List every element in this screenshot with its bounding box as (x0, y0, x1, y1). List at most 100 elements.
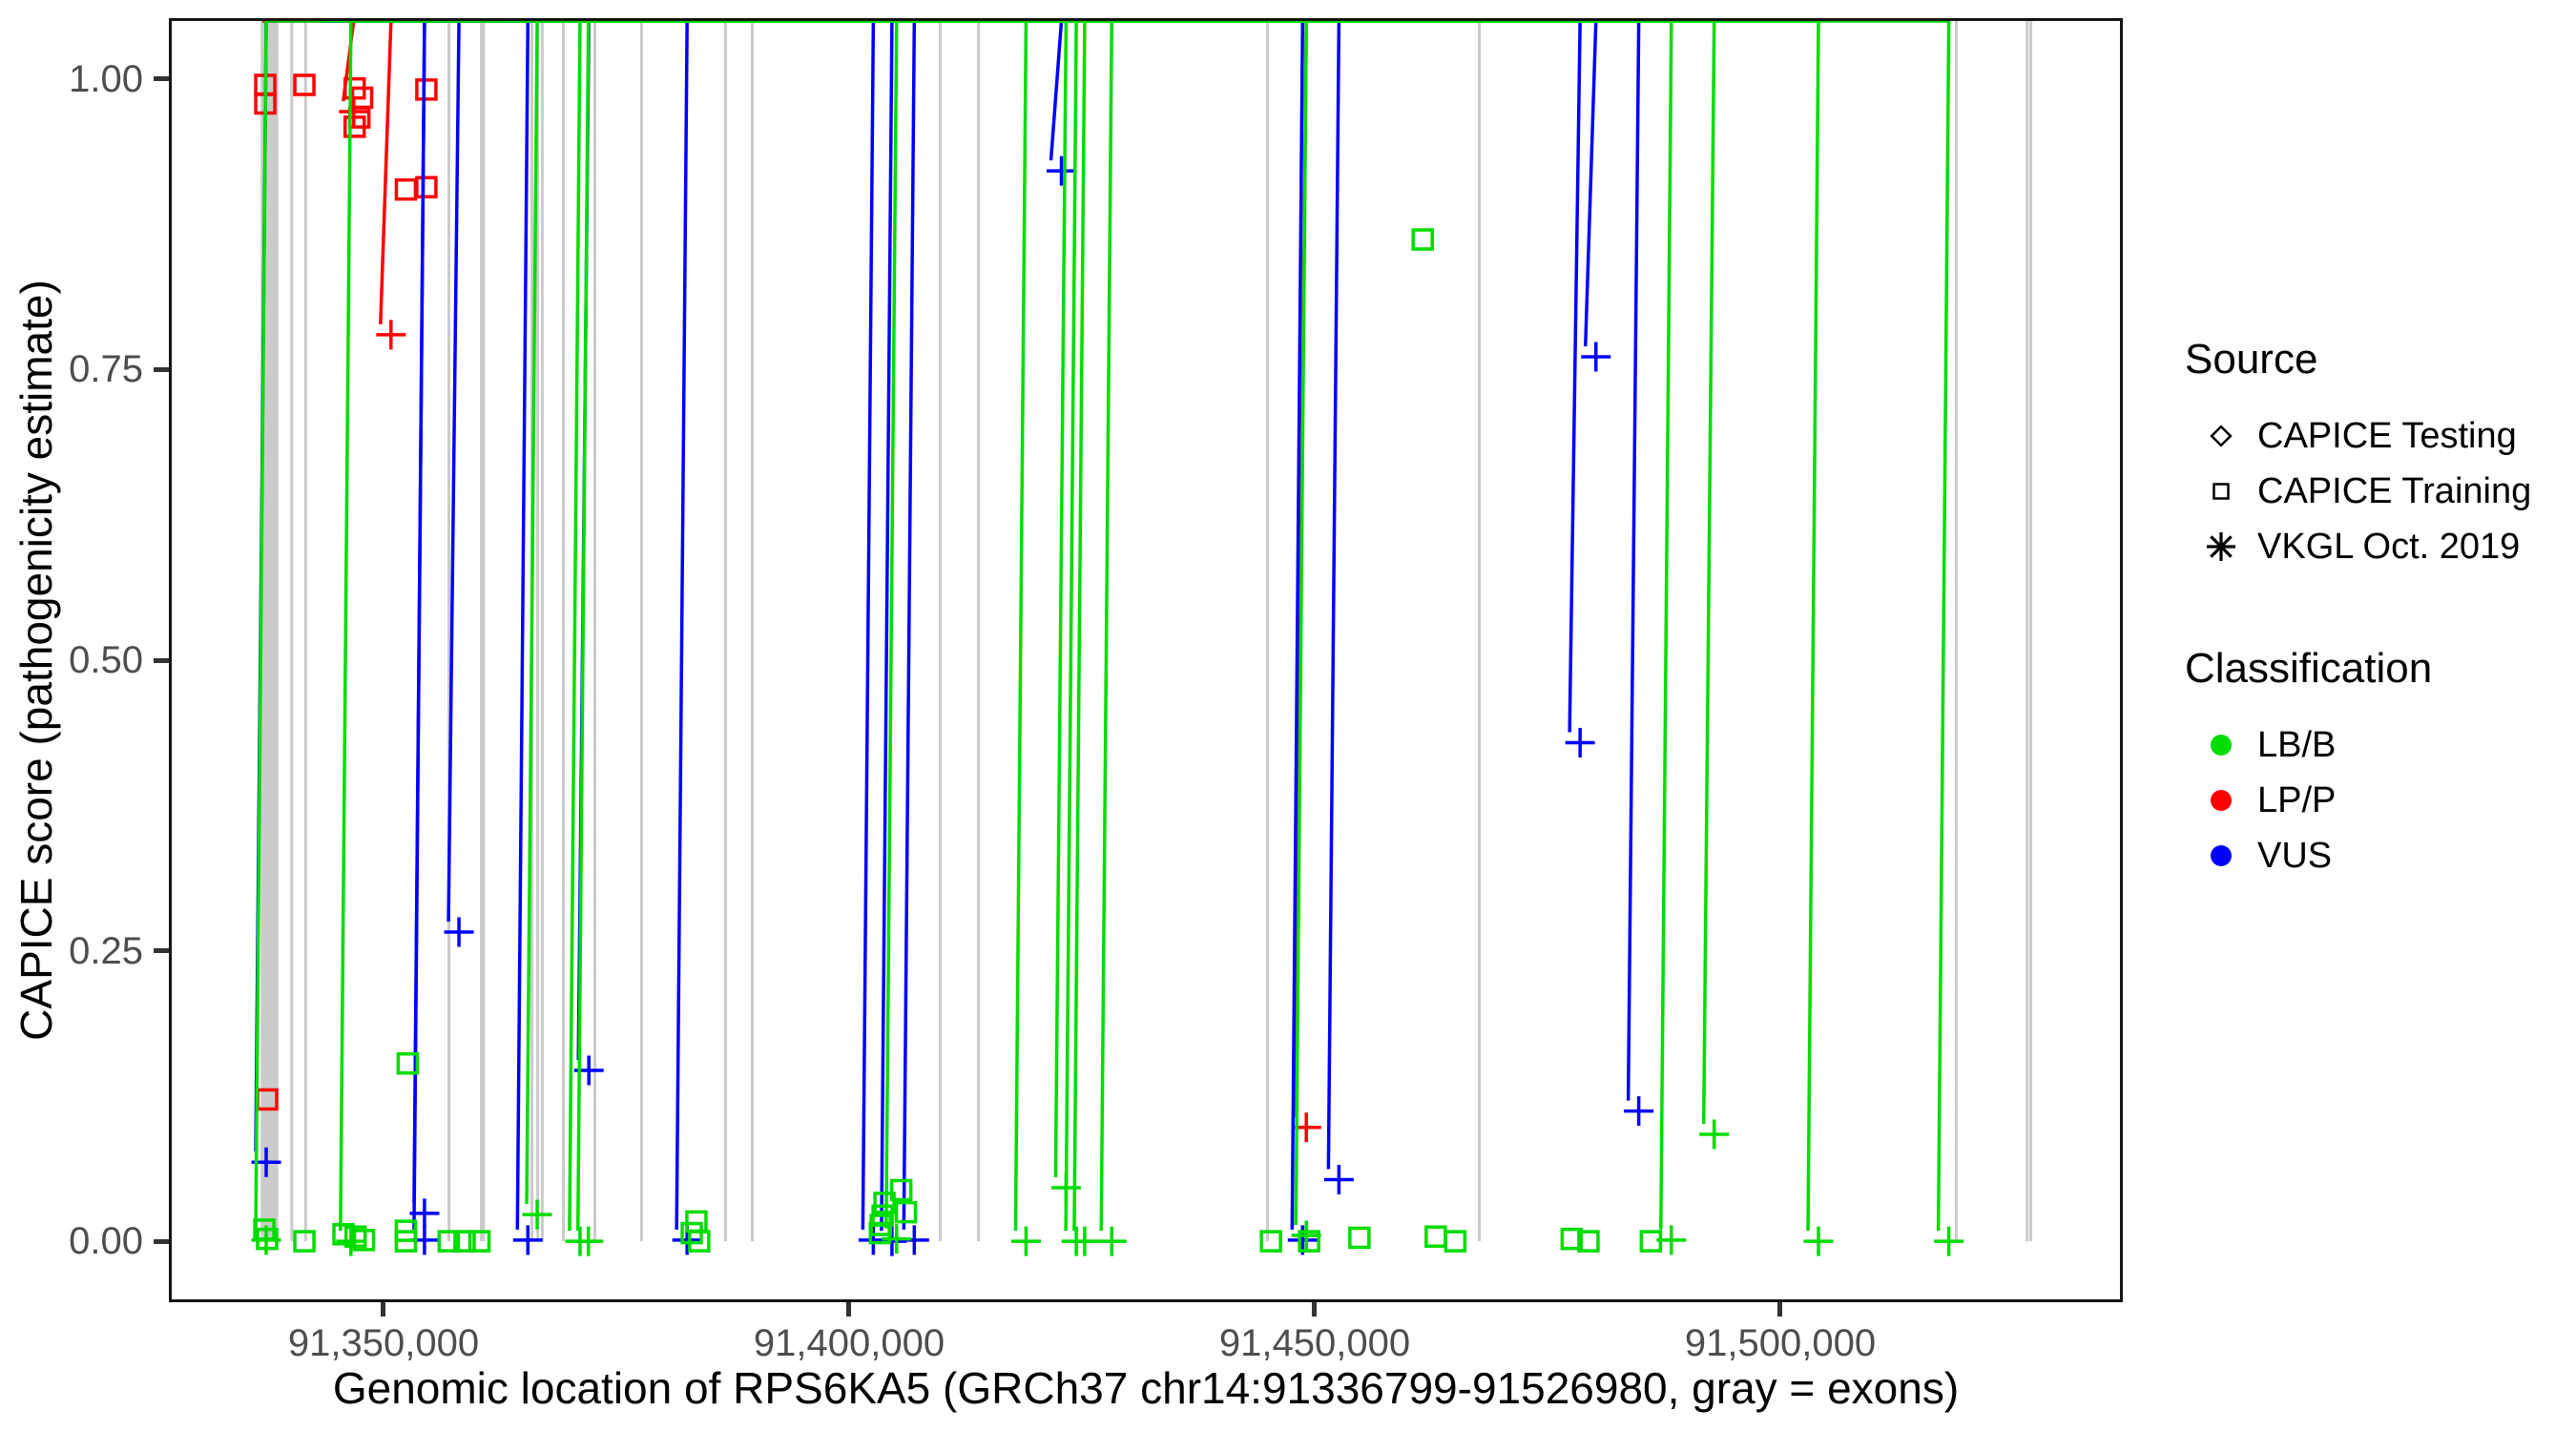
y-tick-mark (154, 657, 169, 663)
x-tick-mark (1312, 1302, 1318, 1317)
lpp-dot-icon (2185, 790, 2257, 811)
data-point-ast-vus (444, 21, 1084, 947)
exon-band (540, 21, 544, 1242)
legend-item-lpp: LP/P (2185, 773, 2566, 828)
exon-band (2025, 21, 2029, 1242)
data-point-ast-lpp (376, 21, 486, 350)
x-tick-mark (1777, 1302, 1783, 1317)
y-tick-label: 0.75 (69, 348, 143, 391)
legend-item-label: LP/P (2257, 779, 2337, 820)
data-point-ast-vus (322, 21, 1077, 186)
data-point-sq-lbb (394, 1230, 418, 1253)
exon-band (480, 21, 486, 1242)
legend: Source CAPICE Testing CAPICE Training VK… (2185, 336, 2566, 883)
exon-band (1266, 21, 1269, 1242)
data-point-sq-lbb (889, 1178, 913, 1202)
legend-item-label: CAPICE Training (2257, 470, 2532, 511)
exon-band (640, 21, 643, 1242)
x-tick-label: 91,450,000 (1218, 1322, 1411, 1364)
data-point-ast-vus (1323, 21, 1354, 1195)
diamond-icon (2185, 419, 2257, 453)
data-point-sq-lbb (453, 1230, 476, 1253)
exon-band (1954, 21, 1958, 1242)
data-point-sq-lbb (1560, 1227, 1584, 1251)
legend-item-capice-testing: CAPICE Testing (2185, 408, 2566, 464)
exon-band (977, 21, 980, 1242)
square-icon (2185, 474, 2257, 508)
y-tick-mark (154, 1238, 169, 1244)
data-point-ast-vus (251, 21, 1314, 1177)
exon-band (562, 21, 565, 1242)
data-point-sq-lbb (1259, 1230, 1282, 1253)
exon-band (939, 21, 942, 1242)
data-point-sq-lpp (343, 115, 366, 138)
data-point-sq-lbb (467, 1230, 491, 1253)
exon-band (290, 21, 294, 1242)
data-point-sq-lbb (437, 1230, 461, 1253)
legend-item-vkgl: VKGL Oct. 2019 (2185, 519, 2566, 574)
legend-item-label: VUS (2257, 835, 2333, 876)
data-point-ast-vus (877, 21, 1393, 1256)
legend-item-label: CAPICE Testing (2257, 415, 2517, 456)
data-point-ast-lbb (1390, 21, 1687, 1255)
data-point-ast-lbb (1285, 21, 1730, 1150)
plot-panel (169, 18, 2123, 1302)
data-point-ast-vus (858, 21, 1391, 1255)
y-tick-label: 0.25 (69, 929, 143, 972)
data-point-ast-lbb (1291, 21, 1321, 1251)
x-tick-label: 91,350,000 (287, 1322, 480, 1364)
data-point-sq-lbb (1444, 1230, 1467, 1253)
exon-band (593, 21, 596, 1242)
exon-band (724, 21, 727, 1242)
vus-dot-icon (2185, 845, 2257, 866)
legend-item-label: VKGL Oct. 2019 (2257, 526, 2521, 567)
legend-classification-title: Classification (2185, 645, 2433, 692)
exon-band (1478, 21, 1481, 1242)
exon-band (303, 21, 307, 1242)
data-point-ast-vus (672, 21, 1391, 1255)
data-point-sq-lbb (868, 1221, 891, 1245)
x-tick-mark (846, 1302, 852, 1317)
plot-area (251, 21, 2033, 1256)
data-point-ast-lbb (1070, 21, 1393, 1256)
legend-source-title: Source (2185, 336, 2318, 383)
data-point-sq-lbb (1639, 1230, 1663, 1253)
data-point-sq-lpp (415, 78, 438, 101)
data-point-ast-lbb (1096, 21, 1393, 1256)
data-point-ast-vus (893, 21, 1595, 757)
data-point-ast-lbb (251, 21, 1391, 1255)
data-point-ast-vus (409, 21, 1391, 1255)
data-point-sq-lbb (293, 1230, 316, 1253)
data-point-sq-lbb (1348, 1226, 1371, 1250)
data-point-ast-lbb (1010, 21, 1393, 1256)
x-tick-mark (381, 1302, 386, 1317)
data-point-ast-lbb (882, 21, 1390, 1255)
data-point-ast-lpp (262, 21, 369, 127)
data-point-sq-lbb (873, 1192, 896, 1214)
data-point-sq-lbb (688, 1230, 711, 1253)
y-tick-label: 1.00 (69, 57, 143, 100)
data-point-sq-lpp (394, 177, 418, 201)
y-tick-label: 0.00 (69, 1220, 143, 1263)
exon-band (2029, 21, 2033, 1242)
y-tick-mark (154, 76, 169, 82)
legend-item-capice-training: CAPICE Training (2185, 464, 2566, 519)
data-point-ast-lbb (573, 21, 1393, 1256)
data-point-ast-lbb (1392, 21, 1834, 1256)
data-point-sq-lbb (396, 1051, 420, 1075)
data-point-ast-lbb (336, 21, 1393, 1256)
data-point-ast-vus (1261, 21, 1654, 1127)
x-tick-label: 91,500,000 (1684, 1322, 1877, 1364)
exon-band (751, 21, 754, 1242)
data-point-sq-lbb (1577, 1230, 1600, 1253)
legend-item-lbb: LB/B (2185, 717, 2566, 773)
data-point-sq-lbb (1298, 1230, 1320, 1253)
data-point-sq-lpp (415, 176, 438, 198)
data-point-sq-lbb (685, 1210, 708, 1234)
data-point-ast-vus (573, 21, 1222, 1086)
lbb-dot-icon (2185, 735, 2257, 756)
y-tick-label: 0.50 (69, 639, 143, 681)
data-point-ast-vus (508, 21, 1611, 372)
x-tick-label: 91,400,000 (753, 1322, 945, 1364)
